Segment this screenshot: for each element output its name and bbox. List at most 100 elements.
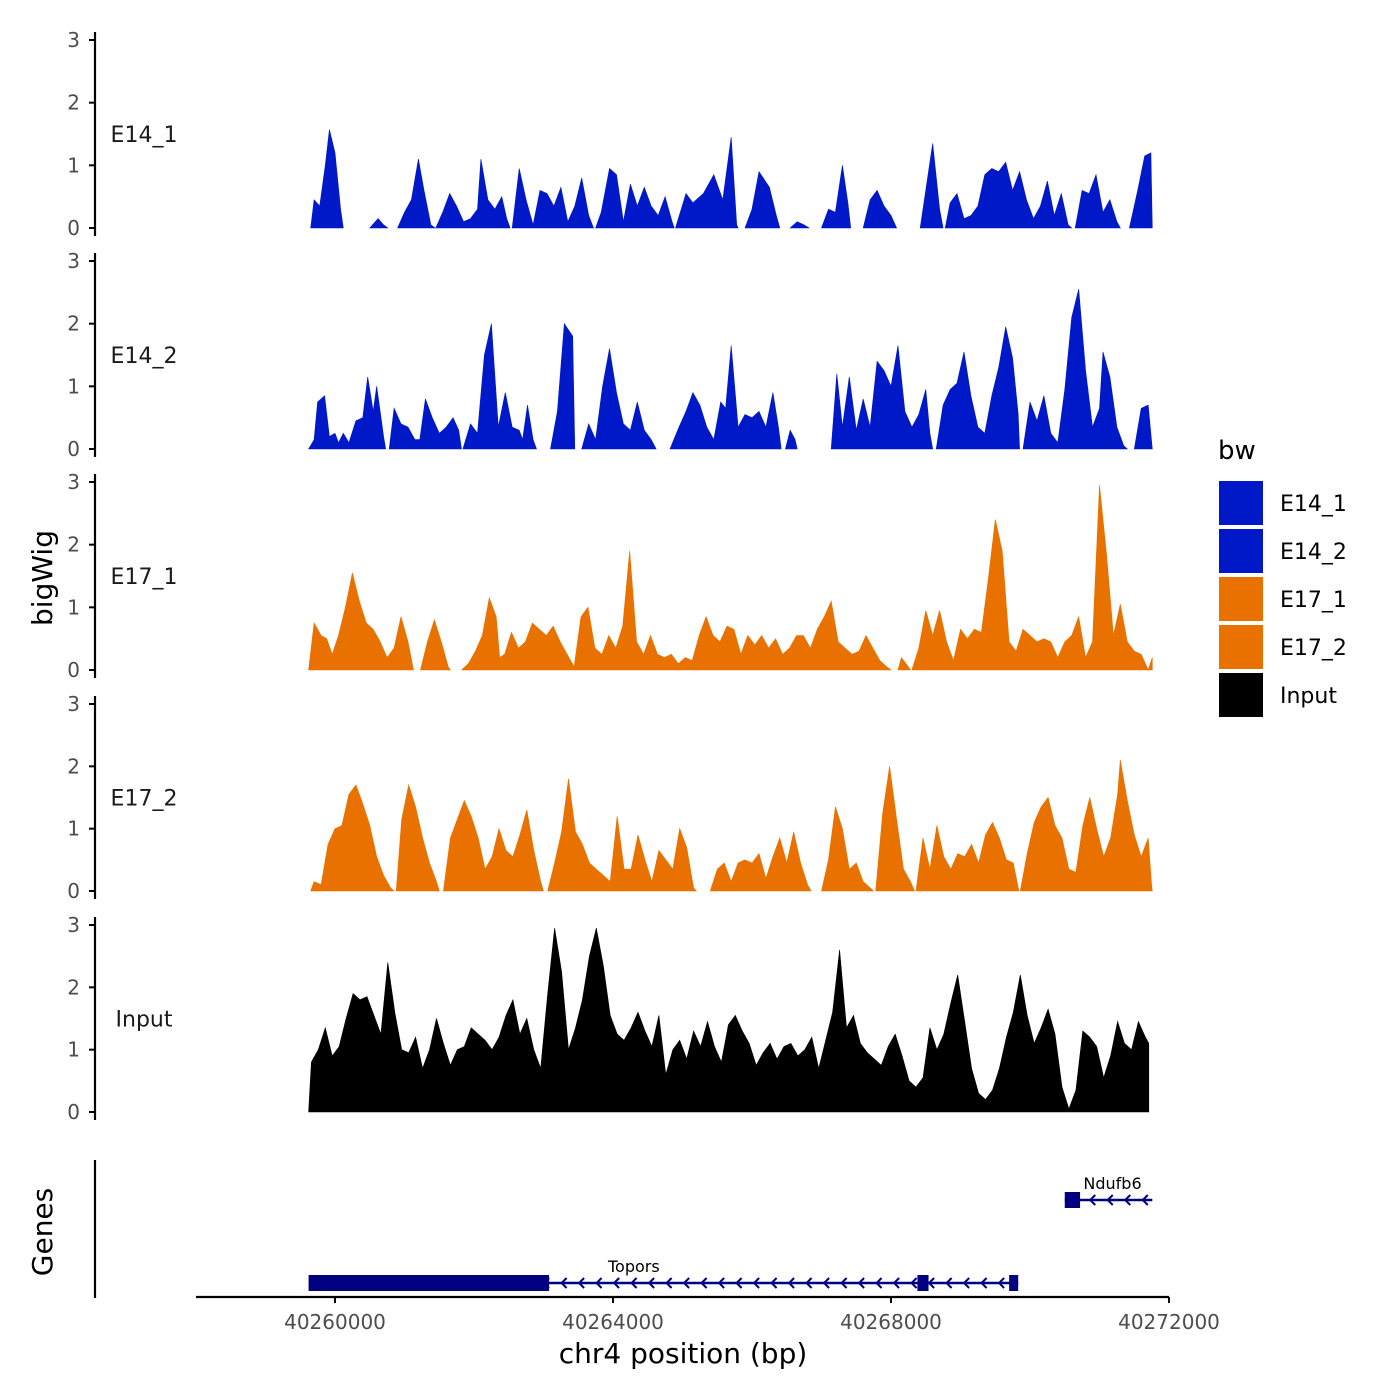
signal-area <box>443 799 544 892</box>
x-tick-label: 40268000 <box>840 1310 942 1334</box>
legend-swatch <box>1219 481 1263 525</box>
strand-arrow <box>1088 1194 1096 1206</box>
y-tick-label: 0 <box>67 658 80 682</box>
legend-label: E14_2 <box>1280 540 1347 565</box>
signal-area <box>785 429 798 450</box>
genes-axis-title: Genes <box>26 1188 59 1276</box>
signal-area <box>944 161 1073 229</box>
strand-arrow <box>595 1277 603 1289</box>
signal-area <box>462 323 537 450</box>
x-tick-label: 40260000 <box>284 1310 386 1334</box>
signal-area <box>550 322 576 450</box>
x-axis-title: chr4 position (bp) <box>559 1337 808 1370</box>
track-e14-2: 0 1 2 3 E14_2 <box>67 249 1153 461</box>
strand-arrow <box>770 1277 778 1289</box>
legend-label: E14_1 <box>1280 492 1347 517</box>
strand-arrow <box>980 1277 988 1289</box>
signal-area <box>397 159 437 229</box>
x-axis: 40260000 40264000 40268000 40272000 <box>196 1295 1220 1334</box>
y-tick-label: 2 <box>67 533 80 557</box>
y-tick-label: 2 <box>67 975 80 999</box>
y-tick-label: 3 <box>67 249 80 273</box>
signal-area <box>744 170 781 229</box>
track-label: Input <box>116 1008 173 1033</box>
legend-swatch <box>1219 577 1263 621</box>
signal-area <box>789 221 811 229</box>
legend-title: bw <box>1218 436 1256 466</box>
gene-name-label: Ndufb6 <box>1083 1174 1141 1193</box>
y-tick-label: 0 <box>67 216 80 240</box>
y-tick-label: 0 <box>67 1100 80 1124</box>
gene-exon <box>1009 1275 1019 1291</box>
signal-area <box>821 165 852 229</box>
strand-arrow <box>717 1277 725 1289</box>
y-tick-label: 0 <box>67 437 80 461</box>
strand-arrow <box>647 1277 655 1289</box>
signal-area <box>821 806 875 892</box>
strand-arrow <box>840 1277 848 1289</box>
legend-label: E17_2 <box>1280 636 1347 661</box>
x-tick-label: 40272000 <box>1118 1310 1220 1334</box>
strand-arrow <box>857 1277 865 1289</box>
signal-area <box>435 159 511 229</box>
signal-area <box>388 398 462 450</box>
signal-area <box>547 778 698 892</box>
signal-area <box>310 784 395 892</box>
legend-swatch <box>1219 529 1263 573</box>
signal-area <box>581 348 657 450</box>
signal-area <box>308 928 1150 1113</box>
strand-arrow <box>735 1277 743 1289</box>
gene-ndufb6: Ndufb6 <box>1064 1174 1153 1208</box>
genes-track: Topors Ndufb6 <box>93 1160 1153 1298</box>
track-input: 0 1 2 3 Input <box>67 913 1150 1124</box>
y-tick-label: 1 <box>67 595 80 619</box>
strand-arrow <box>577 1277 585 1289</box>
legend: bw E14_1 E14_2 E17_1 E17_2 Input <box>1218 436 1347 717</box>
strand-arrow <box>805 1277 813 1289</box>
y-tick-label: 1 <box>67 817 80 841</box>
y-tick-label: 3 <box>67 692 80 716</box>
signal-area <box>395 783 440 892</box>
signal-area <box>919 143 944 229</box>
signal-area <box>709 831 812 892</box>
gene-exon <box>308 1275 550 1291</box>
strand-arrow <box>910 1277 918 1289</box>
y-tick-label: 2 <box>67 754 80 778</box>
strand-arrow <box>700 1277 708 1289</box>
y-tick-label: 3 <box>67 28 80 52</box>
x-tick-label: 40264000 <box>562 1310 664 1334</box>
strand-arrow <box>875 1277 883 1289</box>
strand-arrow <box>682 1277 690 1289</box>
y-tick-label: 2 <box>67 312 80 336</box>
strand-arrow <box>892 1277 900 1289</box>
signal-area <box>1074 173 1121 229</box>
signal-area <box>915 821 1020 892</box>
track-label: E14_1 <box>111 123 178 148</box>
signal-area <box>595 167 675 229</box>
signal-area <box>1129 152 1153 229</box>
y-tick-label: 1 <box>67 1038 80 1062</box>
signal-area <box>875 766 916 892</box>
signal-area <box>511 168 594 229</box>
strand-arrow <box>787 1277 795 1289</box>
strand-arrow <box>612 1277 620 1289</box>
signal-area <box>1022 289 1129 450</box>
y-tick-label: 3 <box>67 913 80 937</box>
track-label: E14_2 <box>111 344 178 369</box>
legend-label: Input <box>1280 684 1337 709</box>
y-axis-title: bigWig <box>26 530 59 626</box>
strand-arrow <box>1106 1194 1114 1206</box>
gene-exon <box>1064 1192 1081 1208</box>
signal-area <box>911 485 1153 671</box>
y-tick-label: 1 <box>67 153 80 177</box>
strand-arrow <box>665 1277 673 1289</box>
signal-area <box>310 129 344 229</box>
strand-arrow <box>962 1277 970 1289</box>
gene-topors: Topors <box>308 1257 1019 1291</box>
gene-name-label: Topors <box>607 1257 660 1276</box>
y-tick-label: 3 <box>67 470 80 494</box>
y-tick-label: 1 <box>67 374 80 398</box>
legend-swatch <box>1219 625 1263 669</box>
strand-arrow <box>752 1277 760 1289</box>
